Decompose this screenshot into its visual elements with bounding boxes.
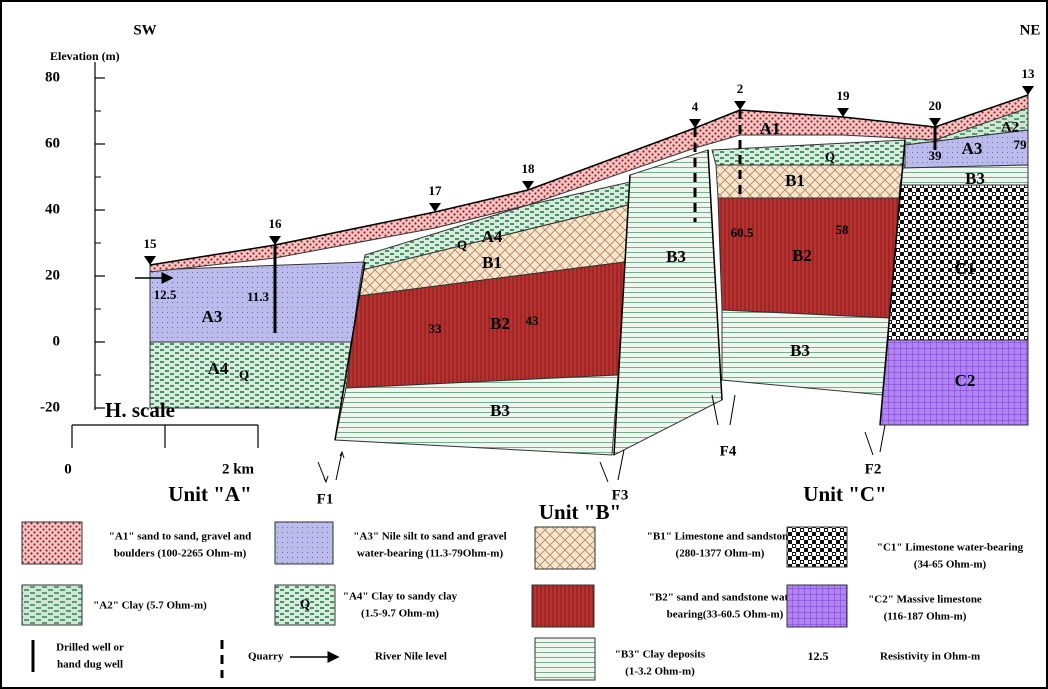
legend-swatch: [22, 585, 82, 625]
legend-text: water-bearing (11.3-79Ohm-m): [357, 548, 504, 560]
unit-label: A4: [208, 359, 229, 378]
legend-swatch: [787, 527, 847, 567]
legend-swatch: [275, 522, 333, 564]
unit-label: A3: [202, 307, 223, 326]
resistivity-value: 79: [1014, 137, 1028, 152]
unit-label: B3: [490, 401, 510, 420]
tick-label: -20: [40, 399, 60, 415]
well-label: 4: [692, 99, 699, 114]
axis-title: Elevation (m): [50, 49, 120, 63]
unit-label: B1: [482, 253, 502, 272]
resistivity-value: 58: [836, 222, 850, 237]
unit-label: B3: [965, 169, 985, 188]
fault-label: F4: [720, 443, 737, 459]
legend-text: (34-65 Ohm-m): [914, 559, 987, 571]
unit-label: B3: [666, 247, 686, 266]
direction-label: SW: [133, 22, 156, 38]
resistivity-value: 43: [526, 313, 540, 328]
legend-text: (1-3.2 Ohm-m): [625, 666, 695, 678]
legend-unit-title: Unit "A": [168, 482, 251, 506]
legend-unit-title: Unit "B": [539, 500, 621, 524]
resistivity-value: 39: [929, 148, 943, 163]
unit-label: A4: [482, 227, 503, 246]
legend-text: bearing(33-60.5 Ohm-m): [667, 609, 784, 621]
tick-label: 80: [45, 69, 60, 85]
legend-swatch: [787, 585, 847, 627]
legend-text: "B2" sand and sandstone water-: [649, 592, 802, 604]
legend-text: Resistivity in Ohm-m: [880, 651, 980, 663]
legend-text: "C2" Massive limestone: [868, 594, 982, 606]
legend-text: "A1" sand to sand, gravel and: [109, 531, 251, 543]
legend-text: hand dug well: [57, 659, 123, 671]
well-label: 19: [837, 88, 851, 103]
legend-text: Drilled well or: [56, 642, 124, 654]
well-label: 15: [144, 236, 158, 251]
legend-text: "A4" Clay to sandy clay: [343, 591, 458, 603]
fault-label: F1: [317, 491, 334, 507]
well-label: 16: [269, 216, 283, 231]
tick-label: 40: [45, 201, 60, 217]
fault-label: F2: [865, 461, 882, 477]
unit-label: A1: [760, 119, 781, 138]
legend-text: (116-187 Ohm-m): [884, 611, 967, 623]
unit-label: C2: [955, 371, 976, 390]
legend-swatch: [532, 585, 594, 627]
legend-swatch-label: Q: [300, 596, 310, 611]
legend-text: "A2" Clay (5.7 Ohm-m): [93, 600, 207, 612]
legend-text: "B1" Limestone and sandstone: [647, 531, 793, 543]
unit-label: B2: [490, 314, 510, 333]
resistivity-value: 12.5: [154, 287, 177, 302]
layer-a4: [150, 342, 358, 408]
well-label: 13: [1022, 66, 1036, 81]
legend-swatch: [22, 522, 82, 564]
unit-label: A3: [962, 139, 983, 158]
unit-label: B3: [790, 341, 810, 360]
legend-text: River Nile level: [375, 651, 447, 663]
unit-label: Q: [825, 149, 835, 164]
unit-label: Q: [239, 367, 249, 382]
well-label: 18: [522, 161, 536, 176]
legend-text: "B3" Clay deposits: [615, 649, 706, 661]
legend-text: (280-1377 Ohm-m): [676, 548, 765, 560]
page: SW NE Elevation (m) H. scale 0 2 km Dril…: [0, 0, 1048, 689]
legend-text: boulders (100-2265 Ohm-m): [114, 548, 247, 560]
legend-text: "C1" Limestone water-bearing: [877, 542, 1024, 554]
unit-label: Q: [457, 237, 467, 252]
legend-unit-title: Unit "C": [803, 482, 886, 506]
legend-swatch: [535, 527, 595, 569]
unit-label: B2: [792, 246, 812, 265]
unit-label: A2: [1001, 119, 1019, 135]
well-label: 2: [737, 81, 744, 96]
legend-text: (1.5-9.7 Ohm-m): [361, 608, 439, 620]
unit-label: C1: [955, 259, 976, 278]
well-label: 17: [429, 183, 443, 198]
cross-section: SW NE Elevation (m) H. scale 0 2 km Dril…: [0, 0, 1048, 689]
scale-label: 0: [64, 461, 72, 477]
tick-label: 60: [45, 135, 60, 151]
tick-label: 20: [45, 267, 60, 283]
tick-label: 0: [53, 333, 61, 349]
layer-b3: [900, 165, 1028, 185]
resistivity-value: 33: [429, 321, 443, 336]
legend-swatch: [535, 638, 595, 680]
well-label: 20: [929, 98, 942, 113]
legend-text: "A3" Nile silt to sand and gravel: [353, 531, 506, 543]
scale-label: 2 km: [222, 461, 255, 477]
scale-title: H. scale: [105, 398, 175, 422]
layer-b1: [716, 165, 905, 198]
unit-label: B1: [785, 171, 805, 190]
legend-text: Quarry: [248, 651, 284, 663]
legend-text: 12.5: [808, 649, 829, 663]
resistivity-value: 11.3: [247, 289, 270, 304]
resistivity-value: 60.5: [731, 225, 754, 240]
direction-label: NE: [1020, 22, 1041, 38]
